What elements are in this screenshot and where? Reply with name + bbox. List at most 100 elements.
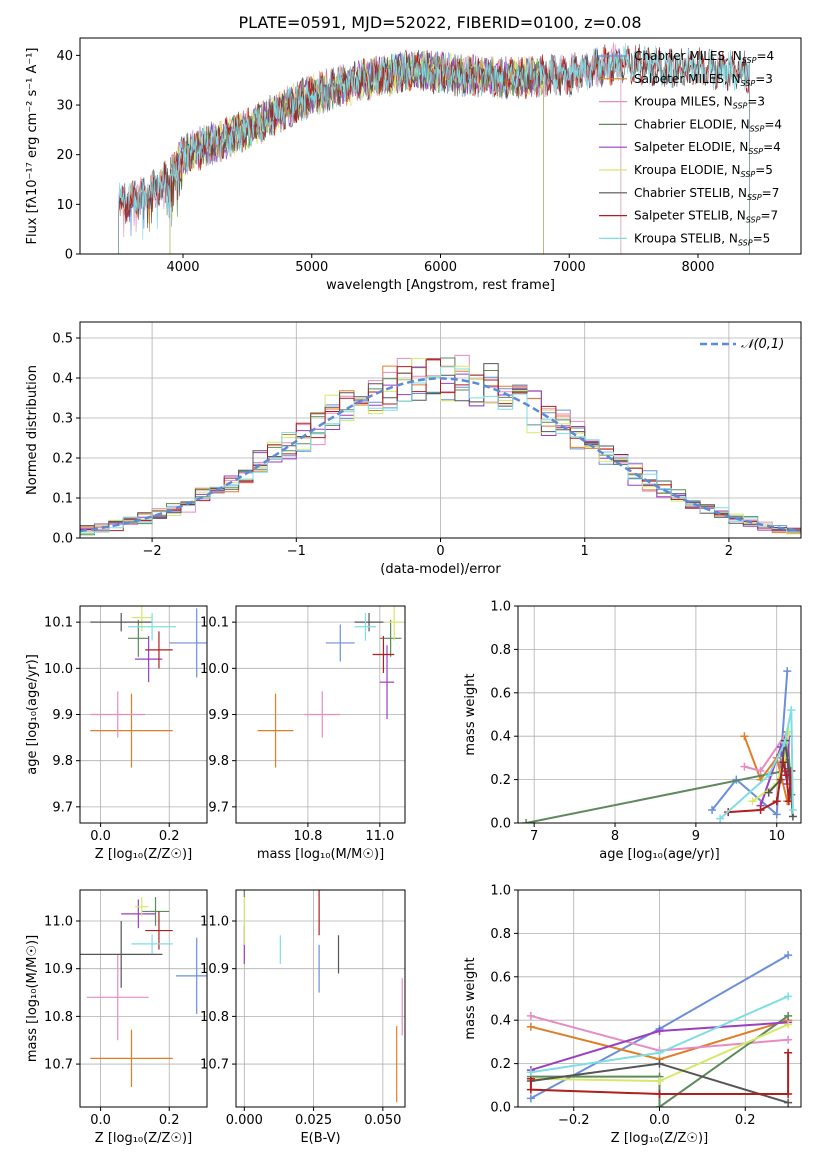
mass-weight-marker	[784, 797, 793, 806]
x-tick-label: 4000	[166, 260, 199, 275]
legend-label: Salpeter STELIB, NSSP=7	[634, 209, 778, 225]
y-tick-label: 9.7	[52, 800, 73, 815]
y-axis-label: Normed distribution	[25, 365, 40, 495]
mass-weight-marker	[784, 1035, 793, 1044]
mass-weight-marker	[740, 732, 749, 741]
x-tick-label: 8000	[681, 260, 714, 275]
legend-label-tail: =4	[763, 140, 781, 154]
y-tick-label: 0.0	[52, 532, 73, 547]
age-vs-mass-panel: 10.8 11.0 9.7 9.8 9.9 10.0 10.1 mass [log₁₀(M/M…	[200, 605, 406, 862]
x-tick-label: 0.025	[295, 1113, 332, 1128]
y-tick-label: 0.0	[490, 1101, 511, 1116]
y-axis-label: mass [log₁₀(M/M☉)]	[25, 935, 40, 1062]
legend-label-main: Kroupa MILES, N	[634, 95, 733, 109]
legend-label-subscript: SSP	[750, 124, 765, 133]
x-axis-label: Z [log₁₀(Z/Z☉)]	[95, 847, 192, 862]
x-tick-label: 6000	[424, 260, 457, 275]
axes-frame	[517, 605, 802, 824]
y-tick-label: 11.0	[44, 915, 73, 930]
mass-weight-marker	[787, 706, 796, 715]
x-tick-label: 0.0	[90, 1113, 111, 1128]
y-axis-label: Flux [fλ10⁻¹⁷ erg cm⁻² s⁻¹ A⁻¹]	[25, 48, 40, 245]
mass-weight-marker	[708, 805, 717, 814]
x-tick-label: 0.000	[226, 1113, 263, 1128]
legend-label-main: Chabrier STELIB, N	[634, 186, 747, 200]
x-tick-label: 0	[436, 544, 444, 559]
mass-weight-marker	[655, 1027, 664, 1036]
age-vs-mass-points	[257, 606, 402, 768]
x-tick-label: 11.0	[365, 829, 394, 844]
legend-label: Kroupa ELODIE, NSSP=5	[634, 163, 773, 179]
y-tick-label: 0.8	[490, 643, 511, 658]
mass-weight-marker	[780, 738, 789, 747]
y-tick-label: 0.4	[490, 730, 511, 745]
y-tick-label: 9.9	[52, 708, 73, 723]
x-tick-label: 0.2	[159, 1113, 180, 1128]
legend-label-main: Kroupa STELIB, N	[634, 231, 738, 245]
mass-weight-marker	[784, 1020, 793, 1029]
y-tick-label: 1.0	[490, 884, 511, 899]
legend-label-subscript: SSP	[746, 216, 761, 225]
legend-label-subscript: SSP	[733, 102, 748, 111]
y-tick-label: 0.4	[490, 1014, 511, 1029]
x-tick-label: 10.8	[293, 829, 322, 844]
legend-label: Kroupa MILES, NSSP=3	[634, 95, 765, 111]
x-axis-label: age [log₁₀(age/yr)]	[599, 847, 720, 862]
y-tick-label: 10	[56, 198, 73, 213]
y-tick-label: 10.9	[200, 962, 229, 977]
mass-weight-marker	[784, 1089, 793, 1098]
y-tick-label: 0.6	[490, 686, 511, 701]
x-tick-label: 7000	[553, 260, 586, 275]
mass-weight-marker	[783, 667, 792, 676]
y-tick-label: 10.0	[200, 662, 229, 677]
y-tick-label: 10.1	[44, 616, 73, 631]
y-tick-label: 0.8	[490, 927, 511, 942]
y-axis-label: age [log₁₀(age/yr)]	[25, 654, 40, 775]
spectrum-panel: 4000 5000 6000 7000 8000 0 10 20 30 40 wavelength …	[25, 37, 802, 293]
residuals-panel: −2 −1 0 1 2 0.0 0.1 0.2 0.3 0.4 0.5 (data-model)/er…	[25, 321, 802, 577]
mass-weight-marker	[526, 1022, 535, 1031]
y-tick-label: 10.7	[44, 1058, 73, 1073]
y-tick-label: 1.0	[490, 600, 511, 615]
y-tick-label: 10.7	[200, 1058, 229, 1073]
legend-label-tail: =3	[747, 95, 765, 109]
y-tick-label: 0.2	[490, 1057, 511, 1072]
x-tick-label: 5000	[295, 260, 328, 275]
legend-label-main: Kroupa ELODIE, N	[634, 163, 741, 177]
legend-label: Kroupa STELIB, NSSP=5	[634, 231, 770, 247]
mass-weight-marker	[526, 1085, 535, 1094]
mass-weight-marker	[526, 1094, 535, 1103]
mass-vs-Z-points	[80, 897, 207, 1087]
age-vs-Z-points	[90, 606, 207, 768]
x-axis-label: (data-model)/error	[380, 562, 501, 577]
y-tick-label: 9.8	[52, 754, 73, 769]
x-tick-label: 10	[768, 829, 785, 844]
mass-weight-marker	[772, 797, 781, 806]
spectrum-series-line	[118, 43, 750, 254]
mass-weight-marker	[756, 766, 765, 775]
mass-weight-marker	[655, 1048, 664, 1057]
legend-label-subscript: SSP	[741, 79, 756, 88]
legend-label: Chabrier STELIB, NSSP=7	[634, 186, 779, 202]
y-tick-label: 0.2	[52, 452, 73, 467]
x-tick-label: 1	[581, 544, 589, 559]
x-tick-label: 8	[611, 829, 619, 844]
residual-histograms	[80, 354, 801, 536]
y-tick-label: 9.7	[208, 800, 229, 815]
mass-weight-vs-age-lines	[522, 667, 797, 823]
legend-label-tail: =5	[755, 163, 773, 177]
figure-title: PLATE=0591, MJD=52022, FIBERID=0100, z=0…	[238, 13, 641, 32]
legend-label-tail: =7	[760, 209, 778, 223]
legend-label-tail: =3	[755, 72, 773, 86]
mass-weight-marker	[522, 819, 531, 823]
x-axis-label: Z [log₁₀(Z/Z☉)]	[611, 1131, 708, 1146]
mass-vs-EBV-points	[243, 890, 403, 1103]
mass-weight-marker	[784, 992, 793, 1001]
x-tick-label: −2	[143, 544, 162, 559]
mass-weight-vs-Z-panel: −0.2 0.0 0.2 0.0 0.2 0.4 0.6 0.8 1.0 Z [log₁₀(Z/Z…	[463, 884, 802, 1146]
legend-label: Chabrier MILES, NSSP=4	[634, 49, 774, 65]
legend-label: Chabrier ELODIE, NSSP=4	[634, 117, 782, 133]
legend-label-subscript: SSP	[741, 170, 756, 179]
